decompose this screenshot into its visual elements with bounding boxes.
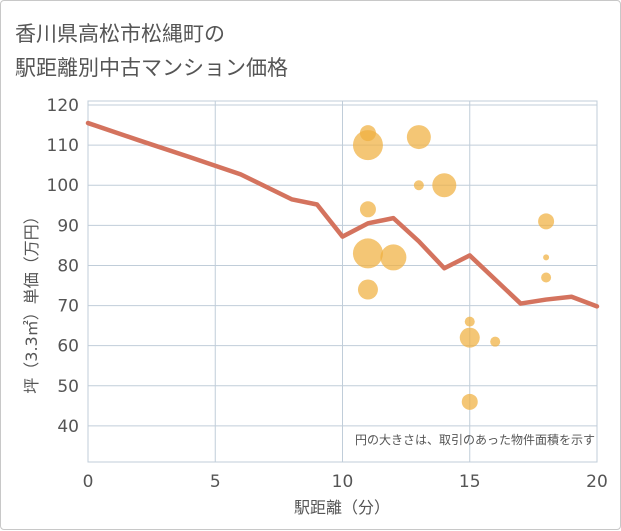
chart-title-line-2: 駅距離別中古マンション価格 <box>15 56 288 80</box>
y-axis-label: 坪（3.3㎡）単価（万円） <box>22 208 41 393</box>
chart-note: 円の大きさは、取引のあった物件面積を示す <box>355 432 595 447</box>
y-tick-label: 120 <box>47 96 79 116</box>
y-tick-label: 80 <box>57 256 79 276</box>
chart-title-line-1: 香川県高松市松縄町の <box>15 22 225 46</box>
bubble-point <box>357 279 378 300</box>
y-tick-label: 110 <box>47 136 79 156</box>
bubble-point <box>490 336 501 347</box>
y-tick-label: 60 <box>57 337 79 357</box>
line-series <box>85 120 600 309</box>
y-tick-label: 90 <box>57 216 79 236</box>
bubble-point <box>538 213 555 230</box>
x-tick-label: 15 <box>459 472 481 492</box>
x-tick-label: 10 <box>332 472 354 492</box>
y-tick-label: 40 <box>57 417 79 437</box>
chart-title: 香川県高松市松縄町の 駅距離別中古マンション価格 <box>15 17 288 85</box>
x-tick-label: 5 <box>210 472 221 492</box>
bubble-point <box>543 254 550 261</box>
y-tick-label: 70 <box>57 297 79 317</box>
x-axis-label: 駅距離（分） <box>294 498 390 517</box>
x-tick-labels: 0 5 10 15 20 <box>83 472 608 492</box>
average-price-line <box>85 120 600 309</box>
bubble-point <box>541 272 552 283</box>
bubble-point <box>459 327 480 348</box>
bubble-point <box>380 244 407 271</box>
bubble-point <box>432 173 457 198</box>
bubble-point <box>352 238 383 269</box>
y-tick-label: 100 <box>47 176 79 196</box>
x-tick-label: 20 <box>586 472 608 492</box>
x-tick-label: 0 <box>83 472 94 492</box>
y-tick-label: 50 <box>57 377 79 397</box>
bubble-point <box>359 201 376 218</box>
bubble-point <box>464 316 475 327</box>
bubble-point <box>352 130 383 161</box>
bubble-point <box>461 393 478 410</box>
bubble-point <box>406 125 431 150</box>
grid-lines <box>88 101 597 462</box>
bubble-series <box>352 125 555 410</box>
bubble-point <box>413 180 424 191</box>
y-tick-labels: 40 50 60 70 80 90 100 110 120 <box>47 96 79 437</box>
